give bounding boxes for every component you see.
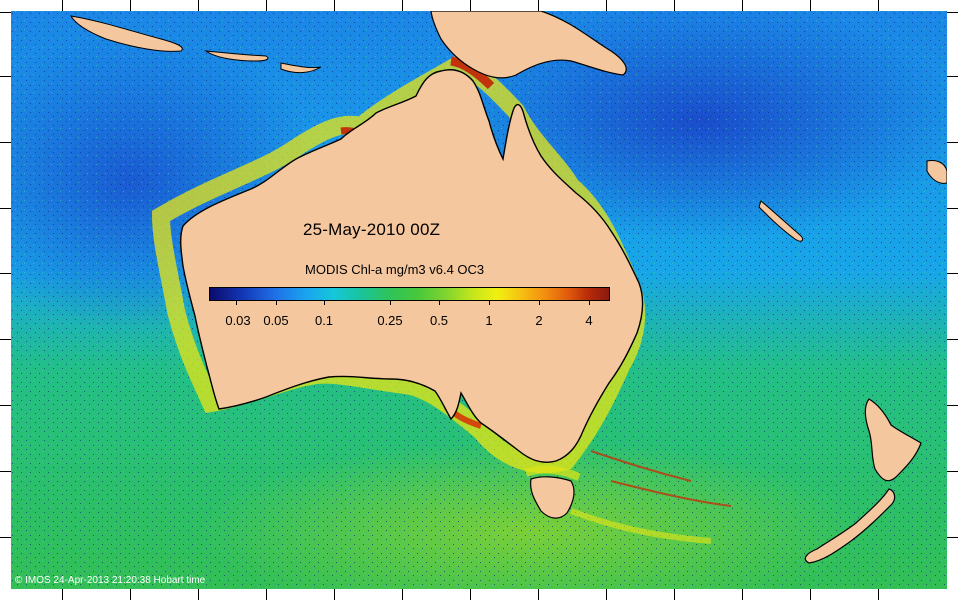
axis-tick (402, 0, 403, 11)
colorbar-tick (276, 300, 277, 305)
axis-tick (878, 0, 879, 11)
timor-island (280, 62, 322, 74)
axis-tick (130, 589, 131, 600)
axis-tick (947, 405, 958, 406)
copyright-credit: © IMOS 24-Apr-2013 21:20:38 Hobart time (15, 575, 206, 586)
moderate-chl-band (569, 508, 712, 544)
map-canvas (11, 11, 947, 589)
axis-tick (947, 142, 958, 143)
new-guinea-landmass (430, 11, 627, 79)
axis-tick (742, 589, 743, 600)
axis-tick (947, 273, 958, 274)
axis-tick (878, 589, 879, 600)
colorbar (209, 287, 610, 301)
axis-tick (0, 142, 11, 143)
bass-strait-chlorophyll (524, 465, 581, 481)
axis-tick (0, 76, 11, 77)
colorbar-tick (390, 300, 391, 305)
axis-tick (334, 589, 335, 600)
colorbar-tick-label: 1 (485, 313, 493, 328)
axis-tick (130, 0, 131, 11)
axis-tick (674, 589, 675, 600)
colorbar-tick (439, 300, 440, 305)
colorbar-tick (324, 300, 325, 305)
colorbar-tick-label: 2 (535, 313, 543, 328)
date-label: 25-May-2010 00Z (303, 220, 441, 239)
axis-tick (674, 0, 675, 11)
axis-tick (0, 12, 11, 13)
new-caledonia-island (758, 200, 804, 242)
axis-tick (742, 0, 743, 11)
lesser-sunda-islands (204, 50, 269, 62)
axis-tick (0, 273, 11, 274)
colorbar-title: MODIS Chl-a mg/m3 v6.4 OC3 (305, 262, 485, 277)
tasmania-landmass (530, 476, 575, 519)
axis-tick (606, 589, 607, 600)
high-chl-coast-gulf (450, 56, 495, 90)
colorbar-tick-label: 0.1 (314, 313, 334, 328)
high-chl-filament (610, 480, 732, 507)
colorbar-tick-label: 0.25 (377, 313, 403, 328)
axis-tick (0, 208, 11, 209)
axis-tick (947, 76, 958, 77)
new-zealand-south-island (804, 488, 896, 564)
chlorophyll-map[interactable] (11, 11, 947, 589)
colorbar-tick (589, 300, 590, 305)
axis-tick (0, 405, 11, 406)
axis-tick (810, 0, 811, 11)
axis-tick (334, 0, 335, 11)
axis-tick (198, 589, 199, 600)
axis-tick (470, 0, 471, 11)
australia-landmass (180, 69, 644, 463)
axis-tick (0, 537, 11, 538)
axis-tick (266, 589, 267, 600)
java-island (70, 15, 183, 52)
axis-tick (947, 339, 958, 340)
colorbar-tick-label: 4 (585, 313, 593, 328)
colorbar-tick-label: 0.5 (429, 313, 449, 328)
axis-tick (947, 471, 958, 472)
high-chl-filament (590, 450, 692, 482)
axis-tick (0, 471, 11, 472)
axis-tick (62, 589, 63, 600)
axis-tick (947, 12, 958, 13)
colorbar-tick (489, 300, 490, 305)
axis-tick (538, 589, 539, 600)
colorbar-tick (539, 300, 540, 305)
axis-tick (0, 339, 11, 340)
axis-tick (810, 589, 811, 600)
colorbar-tick (236, 300, 237, 305)
axis-tick (266, 0, 267, 11)
colorbar-tick-label: 0.03 (225, 313, 251, 328)
axis-tick (198, 0, 199, 11)
axis-tick (62, 0, 63, 11)
axis-tick (947, 208, 958, 209)
colorbar-tick-label: 0.05 (263, 313, 289, 328)
axis-tick (947, 537, 958, 538)
new-zealand-north-island (864, 398, 922, 482)
axis-tick (606, 0, 607, 11)
fiji-islands (926, 160, 947, 184)
axis-tick (538, 0, 539, 11)
axis-tick (470, 589, 471, 600)
axis-tick (402, 589, 403, 600)
